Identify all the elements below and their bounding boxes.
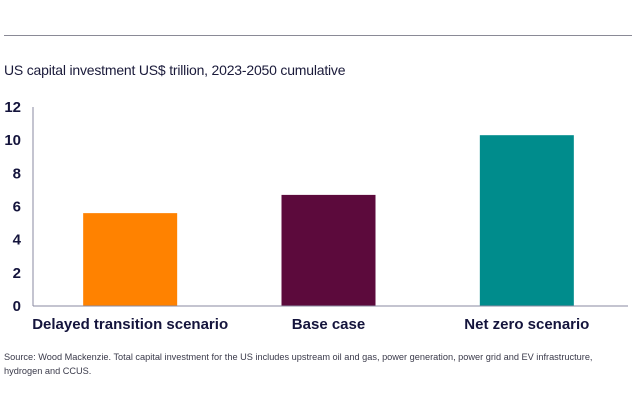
y-tick-label: 0	[13, 298, 21, 315]
y-axis-ticks: 0 2 4 6 8 10 12	[4, 99, 21, 315]
source-note: Source: Wood Mackenzie. Total capital in…	[4, 352, 593, 376]
x-category-label: Delayed transition scenario	[32, 316, 228, 333]
y-tick-label: 4	[13, 232, 22, 249]
chart-title: US capital investment US$ trillion, 2023…	[4, 62, 346, 78]
y-tick-label: 2	[13, 265, 21, 282]
y-tick-label: 8	[13, 165, 21, 182]
top-divider	[4, 35, 632, 36]
y-tick-label: 10	[4, 132, 21, 149]
x-axis-labels: Delayed transition scenario Base case Net …	[32, 316, 589, 333]
bar-delayed-transition-scenario	[83, 213, 178, 306]
bar-base-case	[281, 194, 376, 306]
y-tick-label: 12	[4, 99, 21, 116]
x-category-label: Base case	[292, 316, 365, 333]
bars	[83, 135, 574, 306]
y-tick-label: 6	[13, 199, 21, 216]
x-category-label: Net zero scenario	[464, 316, 589, 333]
bar-net-zero-scenario	[479, 135, 574, 306]
